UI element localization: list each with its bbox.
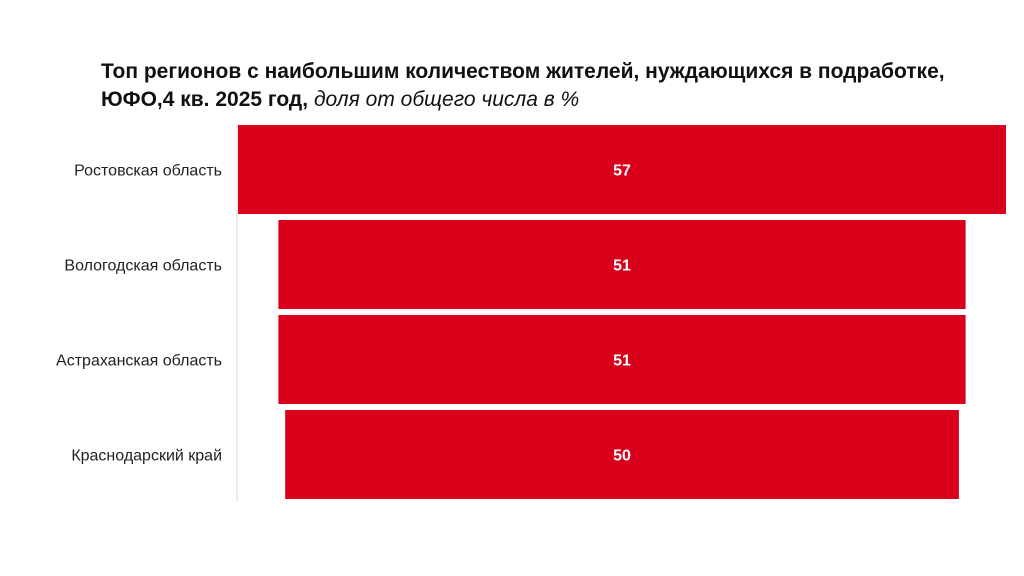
value-label-2: 51 <box>613 258 631 275</box>
chart-title: Топ регионов с наибольшим количеством жи… <box>101 58 981 114</box>
category-label-3: Астраханская область <box>56 353 222 370</box>
bars-layer <box>238 125 1006 499</box>
category-label-2: Вологодская область <box>64 258 222 275</box>
value-label-1: 57 <box>613 163 631 180</box>
category-label-1: Ростовская область <box>74 163 222 180</box>
bar-2 <box>278 220 966 309</box>
value-label-4: 50 <box>613 448 631 465</box>
chart-subtitle: доля от общего числа в % <box>313 88 580 111</box>
value-labels: 57 51 51 50 <box>613 163 631 465</box>
bar-1 <box>238 125 1006 214</box>
chart-title-main: Топ регионов с наибольшим количеством жи… <box>101 60 945 111</box>
value-label-3: 51 <box>613 353 631 370</box>
bar-4 <box>285 410 959 499</box>
bar-3 <box>278 315 966 404</box>
category-label-4: Краснодарский край <box>71 448 222 465</box>
category-labels: Ростовская область Вологодская область Аст… <box>56 163 222 465</box>
